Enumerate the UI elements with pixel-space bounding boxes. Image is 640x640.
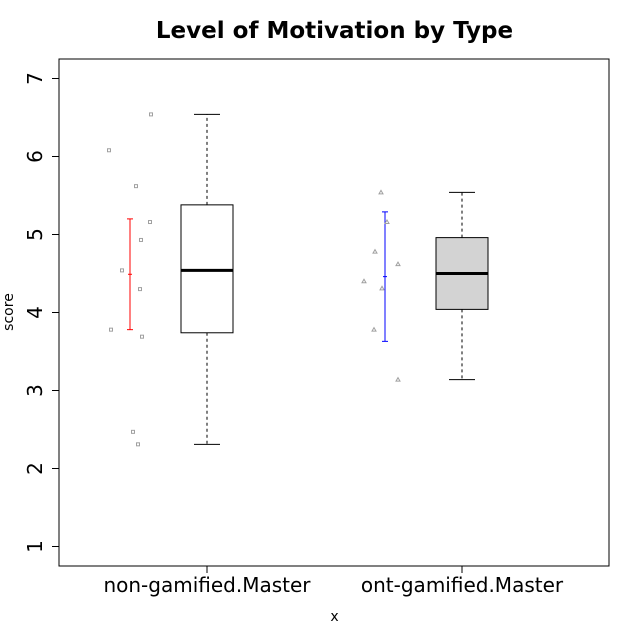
x-tick-label: non-gamified.Master: [103, 573, 311, 597]
data-point: [395, 376, 401, 382]
y-tick-label: 4: [23, 306, 47, 319]
data-point: [140, 334, 144, 339]
data-point: [109, 327, 113, 332]
data-point: [379, 285, 385, 291]
data-point: [138, 287, 142, 292]
x-axis-label: x: [330, 609, 338, 625]
box-iqr: [180, 204, 234, 334]
y-tick-label: 2: [23, 462, 47, 475]
data-point: [149, 112, 153, 117]
y-tick-label: 3: [23, 384, 47, 397]
data-point: [148, 220, 152, 225]
data-point: [372, 248, 378, 254]
data-point: [384, 219, 390, 225]
data-point: [136, 442, 140, 447]
y-tick-label: 6: [23, 150, 47, 163]
plot-frame: [58, 58, 610, 567]
x-tick-label: ont-gamified.Master: [361, 573, 564, 597]
data-point: [120, 268, 124, 273]
y-axis: 1 2 3 4 5 6 7: [23, 72, 60, 553]
y-tick-label: 7: [23, 72, 47, 85]
y-tick-label: 1: [23, 540, 47, 553]
chart-title: Level of Motivation by Type: [156, 18, 513, 44]
x-axis: non-gamified.Master ont-gamified.Master: [103, 566, 564, 597]
plot-marks: [107, 112, 489, 447]
data-point: [139, 237, 143, 242]
data-point: [361, 278, 367, 284]
data-point: [131, 429, 135, 434]
data-point: [395, 261, 401, 267]
data-point: [134, 184, 138, 189]
data-point: [378, 189, 384, 195]
data-point: [107, 148, 111, 153]
y-axis-label: score: [1, 293, 17, 331]
data-point: [371, 326, 377, 332]
y-tick-label: 5: [23, 228, 47, 241]
